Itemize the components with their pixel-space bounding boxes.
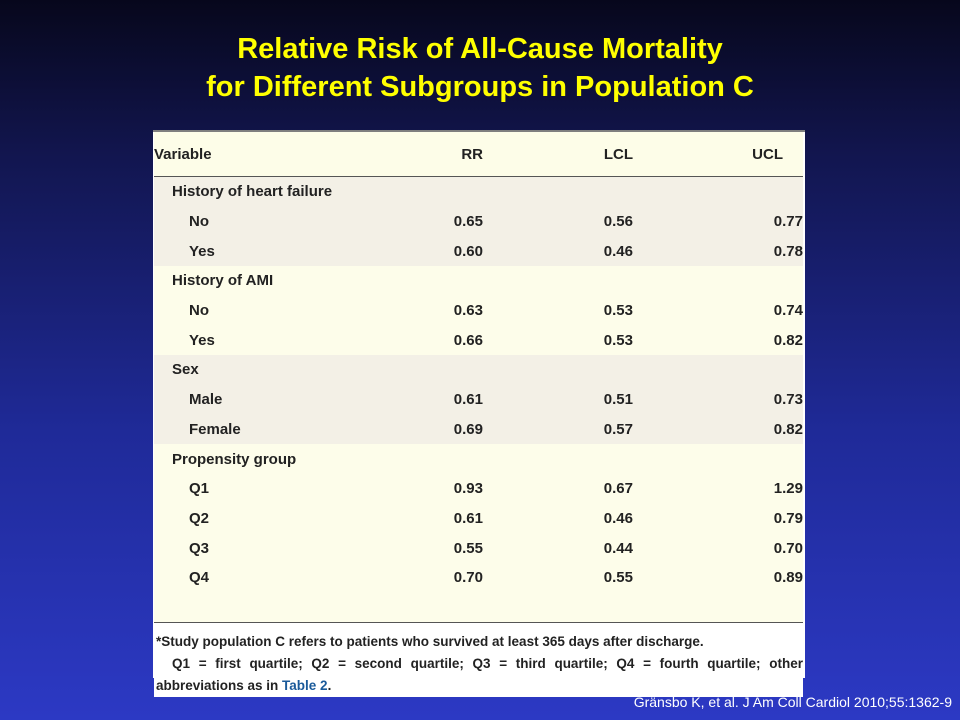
rr-value: 0.63 bbox=[343, 295, 483, 326]
table-body: History of heart failure No 0.65 0.56 0.… bbox=[154, 176, 803, 623]
header-variable: Variable bbox=[154, 132, 343, 177]
ucl-value: 0.78 bbox=[633, 236, 803, 267]
row-label: No bbox=[154, 295, 343, 326]
row-label: Q2 bbox=[154, 503, 343, 534]
footnote-line3-prefix: abbreviations as in bbox=[156, 678, 283, 694]
citation: Gränsbo K, et al. J Am Coll Cardiol 2010… bbox=[633, 694, 952, 710]
header-rr: RR bbox=[343, 132, 483, 177]
rr-value: 0.61 bbox=[343, 503, 483, 534]
row-label: Yes bbox=[154, 325, 343, 356]
table-row: Q3 0.55 0.44 0.70 bbox=[154, 533, 803, 563]
lcl-value: 0.46 bbox=[483, 503, 633, 534]
ucl-value: 0.89 bbox=[633, 562, 803, 593]
rr-value: 0.61 bbox=[343, 384, 483, 415]
rr-value: 0.66 bbox=[343, 325, 483, 356]
row-label: Q3 bbox=[154, 533, 343, 563]
group-label: History of heart failure bbox=[154, 176, 803, 207]
table-row: Yes 0.66 0.53 0.82 bbox=[154, 325, 803, 356]
ucl-value: 1.29 bbox=[633, 473, 803, 504]
table-row: No 0.63 0.53 0.74 bbox=[154, 295, 803, 326]
table-spacer bbox=[154, 592, 803, 623]
lcl-value: 0.51 bbox=[483, 384, 633, 415]
row-label: Female bbox=[154, 414, 343, 445]
group-row: Sex bbox=[154, 355, 803, 385]
table-row: Yes 0.60 0.46 0.78 bbox=[154, 236, 803, 267]
rr-value: 0.93 bbox=[343, 473, 483, 504]
rr-value: 0.69 bbox=[343, 414, 483, 445]
slide-title: Relative Risk of All-Cause Mortality for… bbox=[0, 30, 960, 106]
ucl-value: 0.82 bbox=[633, 325, 803, 356]
table-row: Female 0.69 0.57 0.82 bbox=[154, 414, 803, 445]
group-row: Propensity group bbox=[154, 444, 803, 474]
ucl-value: 0.73 bbox=[633, 384, 803, 415]
table-row: Q2 0.61 0.46 0.79 bbox=[154, 503, 803, 534]
group-label: Sex bbox=[154, 355, 803, 385]
ucl-value: 0.70 bbox=[633, 533, 803, 563]
lcl-value: 0.53 bbox=[483, 295, 633, 326]
table-2-link[interactable]: Table 2 bbox=[282, 678, 328, 694]
row-label: Male bbox=[154, 384, 343, 415]
lcl-value: 0.46 bbox=[483, 236, 633, 267]
lcl-value: 0.55 bbox=[483, 562, 633, 593]
row-label: Q1 bbox=[154, 473, 343, 504]
rr-value: 0.65 bbox=[343, 206, 483, 237]
table-footnote: *Study population C refers to patients w… bbox=[154, 622, 803, 698]
table-row: Q4 0.70 0.55 0.89 bbox=[154, 562, 803, 593]
group-row: History of AMI bbox=[154, 266, 803, 296]
lcl-value: 0.57 bbox=[483, 414, 633, 445]
footnote-line3: abbreviations as in Table 2. bbox=[156, 675, 803, 697]
row-label: Q4 bbox=[154, 562, 343, 593]
footnote-line2: Q1 = first quartile; Q2 = second quartil… bbox=[172, 656, 803, 672]
rr-value: 0.55 bbox=[343, 533, 483, 563]
spacer-cell bbox=[154, 592, 803, 623]
lcl-value: 0.53 bbox=[483, 325, 633, 356]
table-card: Variable RR LCL UCL History of heart fai… bbox=[153, 130, 805, 698]
ucl-value: 0.74 bbox=[633, 295, 803, 326]
ucl-value: 0.79 bbox=[633, 503, 803, 534]
header-ucl: UCL bbox=[633, 132, 803, 177]
slide-title-line2: for Different Subgroups in Population C bbox=[206, 71, 754, 103]
table-row: No 0.65 0.56 0.77 bbox=[154, 206, 803, 237]
ucl-value: 0.77 bbox=[633, 206, 803, 237]
table-row: Male 0.61 0.51 0.73 bbox=[154, 384, 803, 415]
footnote-line1: *Study population C refers to patients w… bbox=[156, 634, 704, 650]
table-row: Q1 0.93 0.67 1.29 bbox=[154, 473, 803, 504]
slide-title-line1: Relative Risk of All-Cause Mortality bbox=[237, 33, 723, 65]
lcl-value: 0.44 bbox=[483, 533, 633, 563]
row-label: No bbox=[154, 206, 343, 237]
rr-value: 0.60 bbox=[343, 236, 483, 267]
ucl-value: 0.82 bbox=[633, 414, 803, 445]
lcl-value: 0.56 bbox=[483, 206, 633, 237]
data-table: Variable RR LCL UCL History of heart fai… bbox=[154, 132, 803, 623]
header-lcl: LCL bbox=[483, 132, 633, 177]
header-row: Variable RR LCL UCL bbox=[154, 132, 803, 177]
rr-value: 0.70 bbox=[343, 562, 483, 593]
group-row: History of heart failure bbox=[154, 176, 803, 207]
group-label: Propensity group bbox=[154, 444, 803, 474]
lcl-value: 0.67 bbox=[483, 473, 633, 504]
footnote-line3-suffix: . bbox=[327, 678, 332, 694]
group-label: History of AMI bbox=[154, 266, 803, 296]
row-label: Yes bbox=[154, 236, 343, 267]
